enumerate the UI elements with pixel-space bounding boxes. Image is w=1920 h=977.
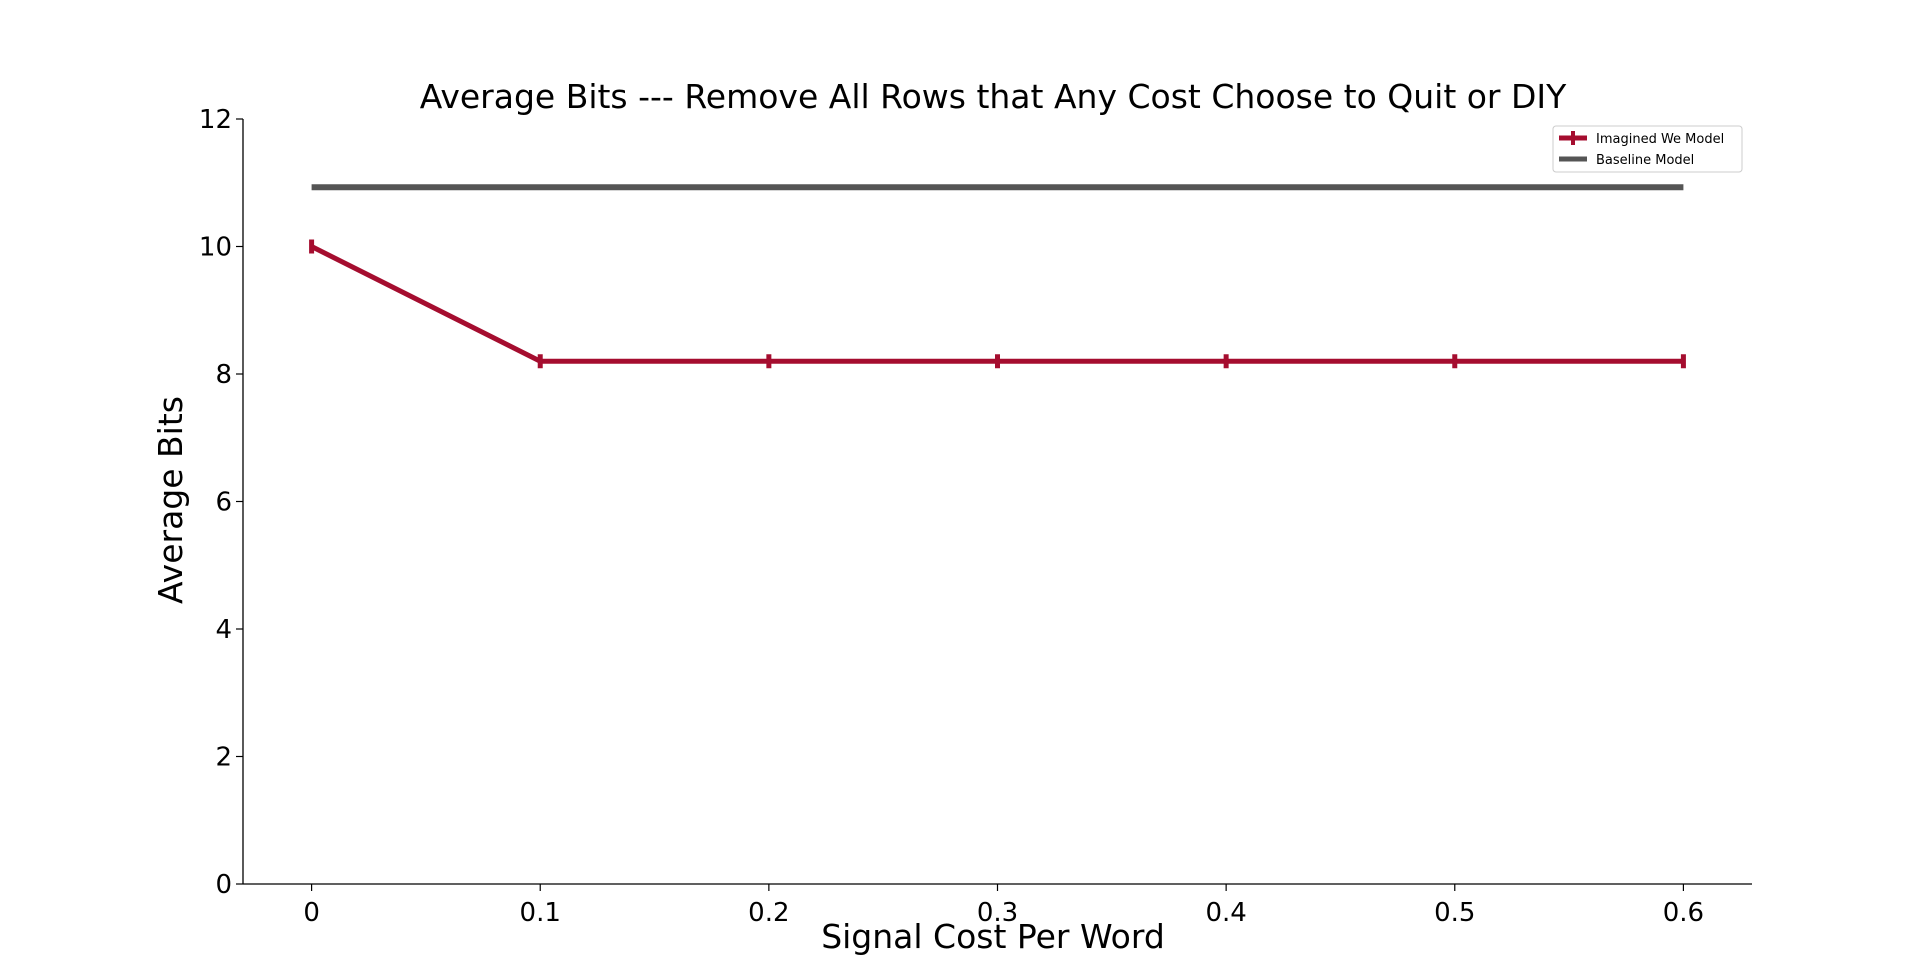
- x-tick-label: 0.5: [1434, 898, 1475, 928]
- y-axis-label: Average Bits: [151, 396, 190, 604]
- y-tick-label: 12: [199, 105, 232, 135]
- series-line: [310, 244, 1684, 364]
- x-tick-label: 0.2: [748, 898, 789, 928]
- legend-item: Imagined We Model: [1559, 131, 1724, 147]
- axes: [242, 119, 1752, 885]
- x-axis-ticks: 0 0.1 0.2 0.3 0.4 0.5 0.6: [303, 884, 1704, 928]
- legend-item: Baseline Model: [1559, 153, 1694, 168]
- series-imagined-we-model: [309, 239, 1686, 369]
- legend: Imagined We Model Baseline Model: [1552, 125, 1743, 173]
- legend-label: Baseline Model: [1596, 153, 1694, 168]
- chart-title: Average Bits --- Remove All Rows that An…: [420, 77, 1567, 116]
- x-tick-label: 0.3: [977, 898, 1018, 928]
- x-tick-label: 0.1: [520, 898, 561, 928]
- y-tick-label: 4: [215, 615, 232, 645]
- legend-label: Imagined We Model: [1596, 132, 1724, 147]
- y-tick-label: 0: [215, 870, 232, 900]
- x-axis-label: Signal Cost Per Word: [821, 917, 1165, 956]
- y-axis-ticks: 0 2 4 6 8 10 12: [199, 105, 243, 900]
- y-tick-label: 2: [215, 743, 232, 773]
- y-tick-label: 8: [215, 360, 232, 390]
- y-tick-label: 10: [199, 233, 232, 263]
- series-layer: [309, 184, 1686, 369]
- y-tick-label: 6: [215, 488, 232, 518]
- x-tick-label: 0.4: [1205, 898, 1246, 928]
- x-tick-label: 0.6: [1663, 898, 1704, 928]
- legend-box: [1552, 125, 1743, 173]
- x-tick-label: 0: [303, 898, 320, 928]
